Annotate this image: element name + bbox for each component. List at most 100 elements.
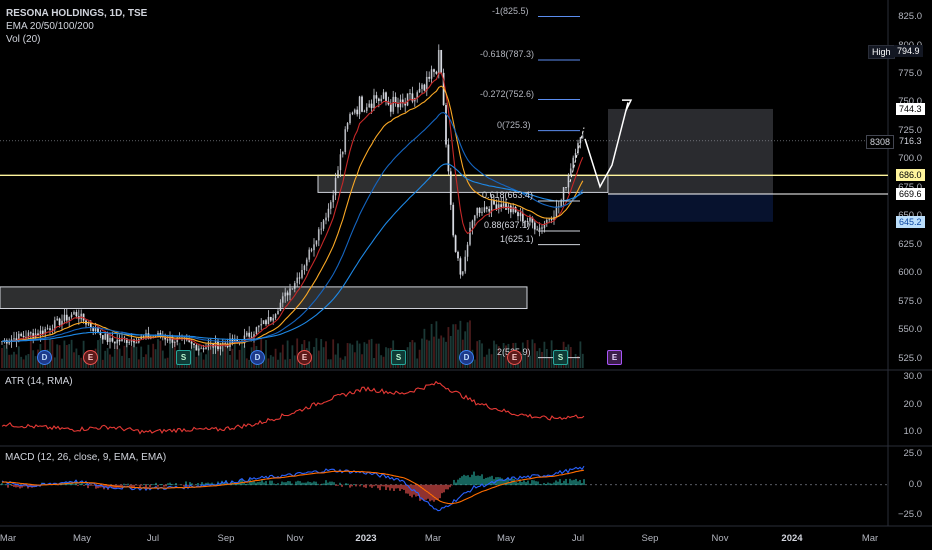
macd-histogram-bar	[79, 483, 81, 486]
event-marker-s[interactable]: S	[553, 350, 568, 365]
zones	[0, 99, 888, 310]
volume-bar	[212, 341, 215, 368]
candle-body	[70, 314, 73, 318]
event-marker-d[interactable]: D	[459, 350, 474, 365]
volume-bar	[577, 356, 579, 368]
macd-histogram-bar	[489, 476, 491, 486]
macd-histogram-bar	[243, 482, 245, 486]
grid	[0, 0, 932, 527]
candle-body	[521, 212, 524, 222]
volume-bar	[142, 356, 145, 368]
macd-histogram-bar	[403, 484, 405, 490]
macd-histogram-bar	[513, 478, 515, 486]
volume-bar	[488, 348, 491, 368]
volume-bar	[493, 340, 495, 368]
candle-body	[430, 69, 433, 79]
candle-body	[399, 99, 402, 108]
atr-legend[interactable]: ATR (14, RMA)	[5, 376, 73, 387]
macd-histogram-bar	[297, 480, 299, 486]
volume-bar	[418, 349, 421, 368]
candle-body	[315, 240, 318, 245]
macd-histogram-bar	[19, 484, 21, 489]
macd-histogram-bar	[23, 484, 25, 487]
candle-body	[75, 312, 78, 317]
high-tag-label: High	[868, 45, 895, 60]
candle-body	[581, 136, 584, 138]
macd-histogram-bar	[567, 483, 569, 486]
macd-legend[interactable]: MACD (12, 26, close, 9, EMA, EMA)	[5, 452, 167, 463]
macd-histogram-bar	[85, 483, 87, 486]
event-marker-e[interactable]: E	[297, 350, 312, 365]
volume-bar	[320, 339, 323, 368]
volume-bar	[70, 339, 73, 368]
time-tick-label: Jul	[571, 533, 585, 544]
candle-body	[245, 332, 248, 336]
volume-bar	[442, 337, 445, 368]
event-marker-d[interactable]: D	[250, 350, 265, 365]
macd-histogram-bar	[225, 480, 227, 486]
volume-bar	[75, 348, 78, 368]
event-marker-e[interactable]: E	[607, 350, 622, 365]
candle-body	[370, 103, 373, 109]
candle-body	[490, 200, 493, 212]
price-tick-label: 600.0	[898, 267, 922, 279]
volume-bar	[425, 339, 428, 368]
ema-200-line	[1, 163, 584, 342]
candle-body	[447, 144, 450, 172]
time-tick-label: Mar	[0, 533, 17, 544]
event-marker-e[interactable]: E	[507, 350, 522, 365]
candle-body	[409, 93, 411, 95]
volume-bar	[581, 353, 584, 368]
event-marker-s[interactable]: S	[176, 350, 191, 365]
macd-histogram-bar	[167, 483, 169, 486]
volume-bar	[106, 348, 109, 368]
macd-histogram-bar	[389, 484, 391, 491]
macd-histogram-bar	[253, 480, 255, 486]
event-marker-e[interactable]: E	[83, 350, 98, 365]
macd-histogram-bar	[213, 483, 215, 486]
candle-body	[505, 203, 507, 210]
macd-histogram-bar	[271, 480, 273, 486]
ema-legend[interactable]: EMA 20/50/100/200	[6, 21, 94, 32]
volume-bar	[274, 348, 277, 368]
macd-line	[1, 465, 585, 512]
volume-legend[interactable]: Vol (20)	[6, 34, 41, 45]
volume-bar	[449, 335, 452, 368]
candle-body	[308, 249, 311, 260]
volume-bar	[325, 341, 327, 368]
fib-label: 1(625.1)	[500, 233, 534, 244]
macd-histogram-bar	[99, 484, 101, 488]
high-price-tag: 794.9	[894, 45, 923, 58]
macd-histogram-bar	[547, 482, 549, 486]
candle-body	[44, 329, 47, 334]
event-marker-d[interactable]: D	[37, 350, 52, 365]
candle-body	[231, 338, 234, 344]
volume-bar	[121, 355, 123, 368]
macd-histogram-bar	[393, 484, 395, 491]
volume-bar	[205, 354, 207, 368]
macd-histogram-bar	[525, 482, 527, 486]
macd-histogram-bar	[269, 480, 271, 486]
candle-body	[73, 312, 75, 315]
macd-histogram-bar	[333, 482, 335, 486]
candle-body	[387, 101, 390, 105]
time-tick-label: Sep	[217, 533, 235, 544]
candle-body	[550, 219, 553, 220]
macd-histogram-bar	[387, 484, 389, 488]
volume-bar	[236, 359, 239, 368]
macd-histogram-bar	[543, 482, 545, 486]
volume-bar	[529, 355, 531, 368]
volume-bar	[541, 351, 543, 368]
candle-body	[286, 292, 289, 296]
candle-body	[377, 98, 380, 102]
candle-body	[579, 137, 582, 144]
candle-body	[121, 337, 123, 342]
macd-histogram-bar	[581, 483, 583, 486]
macd-histogram-bar	[451, 484, 453, 486]
macd-histogram-bar	[81, 482, 83, 486]
macd-histogram-bar	[67, 483, 69, 486]
candle-body	[8, 341, 11, 344]
volume-bar	[61, 358, 63, 368]
event-marker-s[interactable]: S	[391, 350, 406, 365]
volume-bar	[572, 358, 575, 368]
